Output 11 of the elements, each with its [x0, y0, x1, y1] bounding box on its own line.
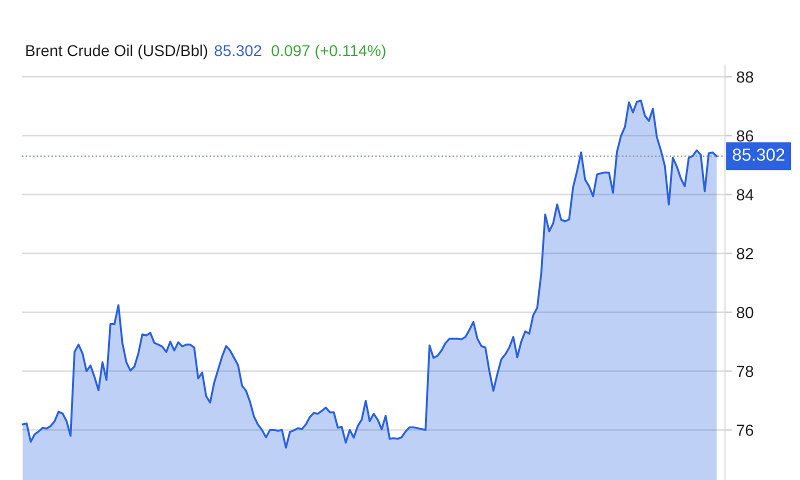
text: 0.097 (+0.114%): [272, 44, 386, 60]
text: 85.302: [214, 45, 262, 56]
y-tick-label: 82: [736, 248, 754, 260]
y-tick-label: 80: [736, 306, 754, 318]
y-tick-label: 78: [736, 366, 754, 378]
y-tick-label: 76: [736, 424, 754, 436]
ref-line-label: 85.302: [732, 148, 784, 161]
y-tick-label: 84: [736, 189, 754, 200]
chart-title: Brent Crude Oil (USD/Bbl): [26, 44, 208, 60]
y-tick-label: 88: [736, 71, 754, 83]
y-tick-label: 86: [736, 130, 754, 142]
